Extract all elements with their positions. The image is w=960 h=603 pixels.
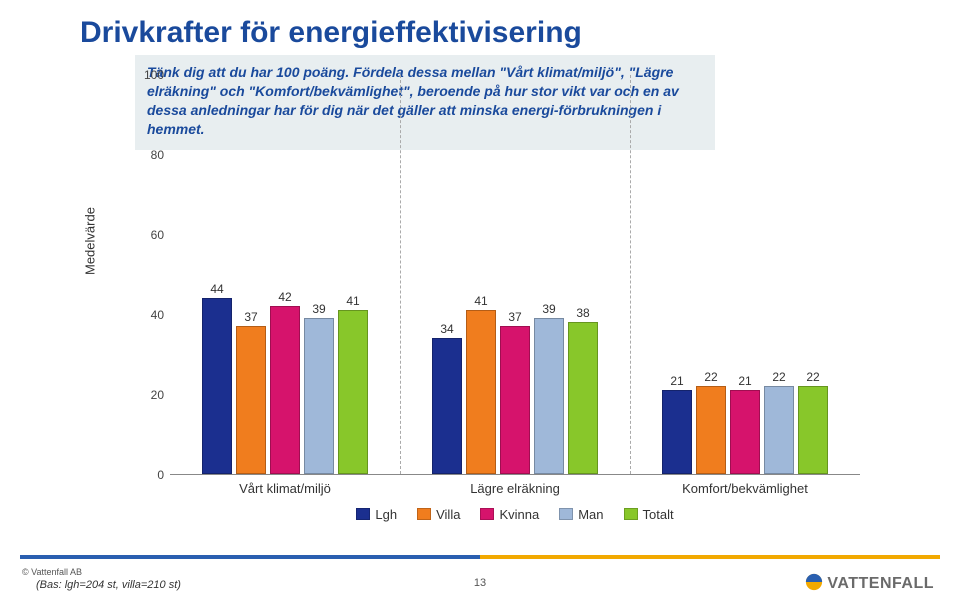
bar: 37 <box>500 326 530 474</box>
category-label: Lägre elräkning <box>470 481 560 496</box>
bar-value-label: 41 <box>474 294 487 308</box>
bar: 38 <box>568 322 598 474</box>
bar: 21 <box>662 390 692 474</box>
bar-value-label: 39 <box>542 302 555 316</box>
page-number: 13 <box>474 577 486 589</box>
category-label: Komfort/bekvämlighet <box>682 481 808 496</box>
legend-swatch <box>624 508 638 520</box>
category-label: Vårt klimat/miljö <box>239 481 331 496</box>
basis-text: (Bas: lgh=204 st, villa=210 st) <box>36 579 181 591</box>
bar-value-label: 22 <box>704 370 717 384</box>
y-tick-label: 20 <box>151 388 164 402</box>
bar-group: 3441373938 <box>400 75 630 474</box>
bar: 22 <box>696 386 726 474</box>
bar-value-label: 41 <box>346 294 359 308</box>
legend-swatch <box>356 508 370 520</box>
legend-label: Totalt <box>643 507 674 522</box>
bar-value-label: 42 <box>278 290 291 304</box>
chart: Medelvärde 020406080100 4437423941344137… <box>100 75 880 525</box>
bar: 39 <box>534 318 564 474</box>
bar-group: 2122212222 <box>630 75 860 474</box>
bar: 41 <box>338 310 368 474</box>
legend-label: Villa <box>436 507 460 522</box>
bar-value-label: 22 <box>772 370 785 384</box>
bar: 39 <box>304 318 334 474</box>
bar-group: 4437423941 <box>170 75 400 474</box>
bar-value-label: 37 <box>508 310 521 324</box>
bar-value-label: 22 <box>806 370 819 384</box>
legend-label: Kvinna <box>499 507 539 522</box>
legend-item: Kvinna <box>480 507 539 522</box>
footer: © Vattenfall AB (Bas: lgh=204 st, villa=… <box>0 553 960 603</box>
y-axis-title: Medelvärde <box>83 207 98 275</box>
bar-value-label: 39 <box>312 302 325 316</box>
legend-label: Lgh <box>375 507 397 522</box>
y-tick-label: 0 <box>157 468 164 482</box>
footer-rule <box>20 555 940 559</box>
bar: 41 <box>466 310 496 474</box>
bar-value-label: 37 <box>244 310 257 324</box>
legend-swatch <box>480 508 494 520</box>
bar-value-label: 34 <box>440 322 453 336</box>
logo-text: VATTENFALL <box>827 575 934 592</box>
bar: 44 <box>202 298 232 474</box>
legend: Lgh Villa Kvinna Man Totalt <box>170 507 860 522</box>
legend-item: Totalt <box>624 507 674 522</box>
y-tick-label: 80 <box>151 148 164 162</box>
bar-value-label: 21 <box>738 374 751 388</box>
y-tick-label: 100 <box>144 68 164 82</box>
bar-value-label: 38 <box>576 306 589 320</box>
y-axis: 020406080100 <box>130 75 170 475</box>
copyright-text: © Vattenfall AB <box>22 567 82 577</box>
legend-item: Villa <box>417 507 460 522</box>
bar-value-label: 21 <box>670 374 683 388</box>
bar: 37 <box>236 326 266 474</box>
bar-value-label: 44 <box>210 282 223 296</box>
bar: 42 <box>270 306 300 474</box>
bar: 22 <box>764 386 794 474</box>
legend-swatch <box>559 508 573 520</box>
bar: 21 <box>730 390 760 474</box>
y-tick-label: 60 <box>151 228 164 242</box>
legend-swatch <box>417 508 431 520</box>
page: Drivkrafter för energieffektivisering Tä… <box>0 0 960 603</box>
legend-item: Man <box>559 507 603 522</box>
logo-icon <box>805 573 823 591</box>
y-tick-label: 40 <box>151 308 164 322</box>
plot-area: 443742394134413739382122212222 <box>170 75 860 475</box>
bar: 22 <box>798 386 828 474</box>
page-title: Drivkrafter för energieffektivisering <box>80 16 582 50</box>
bar: 34 <box>432 338 462 474</box>
vattenfall-logo: VATTENFALL <box>805 573 934 593</box>
legend-item: Lgh <box>356 507 397 522</box>
legend-label: Man <box>578 507 603 522</box>
